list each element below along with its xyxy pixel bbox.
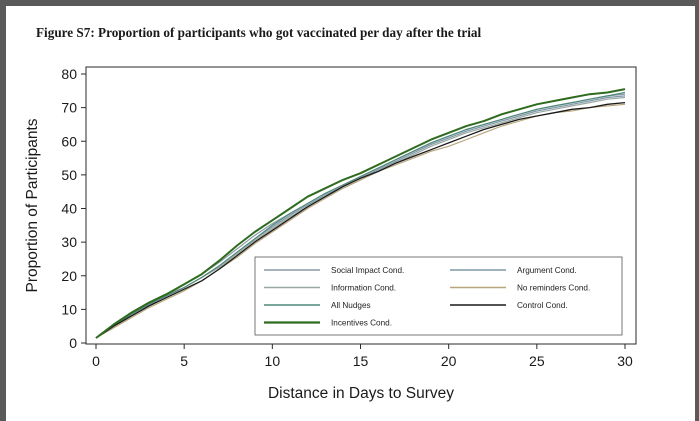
legend-label-6: Control Cond.	[517, 301, 568, 310]
window-border-left	[0, 0, 6, 421]
legend-label-2: Argument Cond.	[517, 266, 577, 275]
legend-label-1: Social Impact Cond.	[331, 266, 404, 275]
x-tick-label: 20	[441, 353, 457, 369]
chart-series	[95, 88, 626, 339]
y-tick-label: 60	[61, 133, 77, 149]
x-axis-title: Distance in Days to Survey	[268, 385, 454, 402]
legend-label-3: Information Cond.	[331, 284, 396, 293]
x-tick-label: 15	[353, 353, 369, 369]
figure-title: Figure S7: Proportion of participants wh…	[36, 25, 482, 40]
y-tick-label: 0	[69, 335, 77, 351]
y-tick-label: 20	[61, 268, 77, 284]
y-tick-label: 40	[61, 201, 77, 217]
x-tick-label: 5	[180, 353, 188, 369]
y-tick-label: 10	[61, 301, 77, 317]
x-tick-label: 0	[92, 353, 100, 369]
series-line-5	[95, 91, 626, 339]
y-tick-label: 70	[61, 100, 77, 116]
series-line-6	[95, 101, 626, 339]
y-tick-label: 50	[61, 167, 77, 183]
legend-label-7: Incentives Cond.	[331, 319, 392, 328]
y-tick-label: 30	[61, 234, 77, 250]
legend-label-5: All Nudges	[331, 301, 371, 310]
window-border-right	[695, 0, 699, 421]
chart-legend: Social Impact Cond. Argument Cond. Informa…	[254, 256, 623, 336]
legend-label-4: No reminders Cond.	[517, 284, 590, 293]
x-tick-label: 25	[529, 353, 545, 369]
y-tick-label: 80	[61, 66, 77, 82]
x-tick-label: 30	[617, 353, 633, 369]
y-axis-title: Proportion of Participants	[24, 118, 41, 292]
series-line-7	[95, 88, 626, 339]
window-border-top	[0, 0, 699, 6]
chart-axes: 0 10 20 30 40 50 60 70 80 0 5 10 15 20 25 30 Distance in…	[24, 66, 637, 402]
x-tick-label: 10	[265, 353, 281, 369]
